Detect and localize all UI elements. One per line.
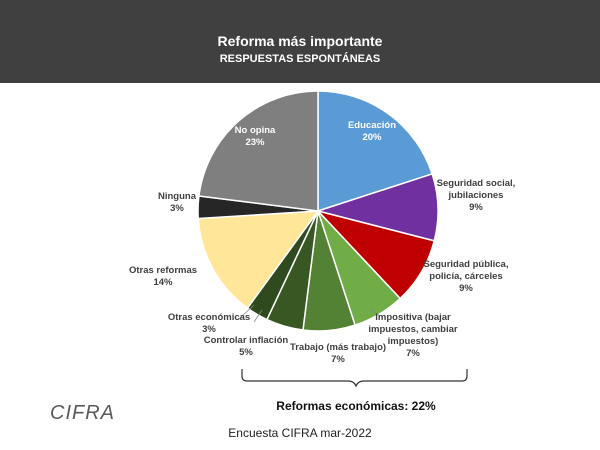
leader-line-impositiva-bajar-impuestos-cambiar-impuestos — [369, 308, 381, 317]
slice-label-ninguna: Ninguna 3% — [158, 191, 197, 214]
survey-footer: Encuesta CIFRA mar-2022 — [228, 426, 372, 440]
slice-label-otras-economicas: Otras económicas 3% — [168, 312, 250, 335]
pie-slice-otras-reformas — [197, 210, 320, 310]
chart-subtitle: RESPUESTAS ESPONTÁNEAS — [219, 53, 381, 65]
leader-line-controlar-inflacion — [253, 309, 263, 323]
slice-label-no-opina: No opina 23% — [235, 125, 276, 148]
slice-label-impositiva-bajar-impuestos-cambiar-impuestos: Impositiva (bajar impuestos, cambiar impue… — [368, 312, 458, 359]
slice-label-controlar-inflacion: Controlar inflación 5% — [204, 335, 289, 358]
slice-label-seguridad-social-jubilaciones: Seguridad social, jubilaciones 9% — [437, 178, 516, 213]
chart-header: Reforma más importante RESPUESTAS ESPONT… — [0, 0, 600, 83]
pie-slice-educacion — [317, 90, 434, 213]
slice-label-educacion: Educación 20% — [348, 120, 396, 143]
economic-bracket — [241, 369, 468, 388]
leader-line-otras-economicas — [237, 304, 255, 321]
cifra-logo: CIFRA — [50, 402, 115, 424]
slice-label-seguridad-publica-policia-carceles: Seguridad pública, policía, cárceles 9% — [424, 259, 509, 294]
slice-label-otras-reformas: Otras reformas 14% — [129, 265, 197, 288]
economic-reforms-label: Reformas económicas: 22% — [276, 399, 436, 413]
chart-title: Reforma más importante — [217, 33, 383, 49]
pie-slice-no-opina — [198, 90, 319, 212]
slice-label-trabajo-mas-trabajo: Trabajo (más trabajo) 7% — [290, 342, 386, 365]
